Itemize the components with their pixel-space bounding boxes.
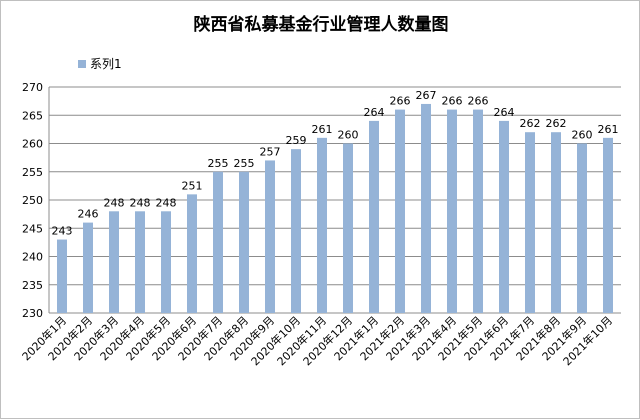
legend: 系列1 <box>78 57 122 71</box>
bar <box>265 160 275 313</box>
data-label: 257 <box>260 145 281 158</box>
bar <box>239 171 249 313</box>
bar <box>525 132 535 313</box>
y-tick-label: 265 <box>22 109 43 122</box>
bar <box>161 211 171 313</box>
bar <box>57 239 67 313</box>
legend-label: 系列1 <box>90 57 122 71</box>
data-label: 262 <box>520 117 541 130</box>
bar <box>577 143 587 313</box>
bar <box>395 109 405 313</box>
data-label: 267 <box>416 89 437 102</box>
data-label: 261 <box>312 123 333 136</box>
chart-title: 陕西省私募基金行业管理人数量图 <box>194 14 449 35</box>
data-label: 248 <box>156 196 177 209</box>
bar <box>369 120 379 314</box>
y-tick-label: 235 <box>22 279 43 292</box>
data-label: 264 <box>494 106 515 119</box>
bar <box>551 132 561 313</box>
x-axis: 2020年1月2020年2月2020年3月2020年4月2020年5月2020年… <box>19 313 615 368</box>
data-label: 266 <box>468 95 489 108</box>
data-label: 264 <box>364 106 385 119</box>
bar <box>603 137 613 313</box>
bar <box>473 109 483 313</box>
data-label: 259 <box>286 134 307 147</box>
data-label: 255 <box>208 157 229 170</box>
data-label: 248 <box>130 196 151 209</box>
bar <box>499 120 509 314</box>
y-axis: 230 235 240 245 250 255 260 265 270 <box>22 81 43 320</box>
y-tick-label: 250 <box>22 194 43 207</box>
bar <box>213 171 223 313</box>
data-label: 251 <box>182 179 203 192</box>
legend-swatch <box>78 60 86 68</box>
bar <box>187 194 197 313</box>
y-tick-label: 270 <box>22 81 43 94</box>
y-tick-label: 255 <box>22 166 43 179</box>
y-tick-label: 245 <box>22 222 43 235</box>
bar <box>343 143 353 313</box>
data-label: 266 <box>390 95 411 108</box>
data-label: 246 <box>78 208 99 221</box>
data-label: 261 <box>598 123 619 136</box>
bar <box>109 211 119 313</box>
y-tick-label: 240 <box>22 251 43 264</box>
data-label: 266 <box>442 95 463 108</box>
data-label: 262 <box>546 117 567 130</box>
bar <box>135 211 145 313</box>
y-tick-label: 230 <box>22 307 43 320</box>
bar <box>421 103 431 313</box>
bar <box>83 222 93 313</box>
data-label: 260 <box>338 129 359 142</box>
data-label: 255 <box>234 157 255 170</box>
bar <box>317 137 327 313</box>
data-label: 248 <box>104 196 125 209</box>
data-label: 243 <box>52 225 73 238</box>
bars <box>57 103 613 314</box>
data-label: 260 <box>572 129 593 142</box>
data-labels: 243 246 248 248 248 251 255 255 257 259 261 260 264 2… <box>52 89 619 238</box>
bar <box>291 149 301 313</box>
y-tick-label: 260 <box>22 138 43 151</box>
bar <box>447 109 457 313</box>
